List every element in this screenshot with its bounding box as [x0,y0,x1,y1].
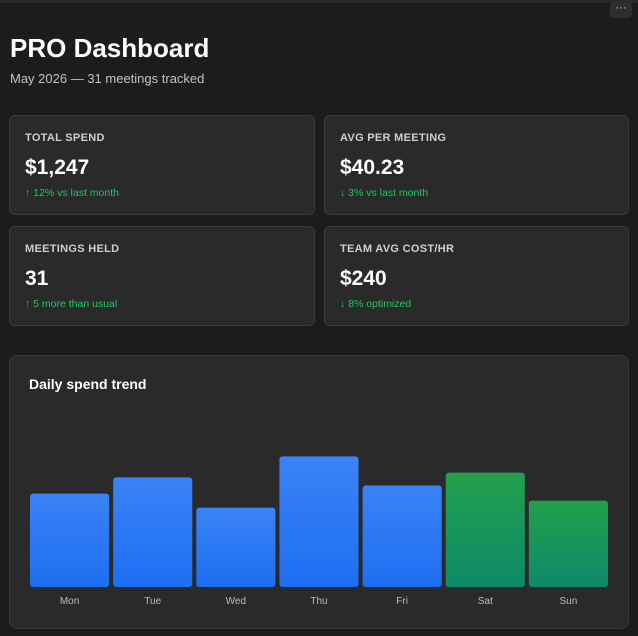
more-options-button[interactable]: ··· [610,2,632,18]
stat-value: 31 [25,267,49,290]
stat-card-avg-per-meeting: AVG PER MEETING $40.23 ↓ 3% vs last mont… [324,115,629,215]
stat-label: MEETINGS HELD [25,243,120,255]
stat-card-total-spend: TOTAL SPEND $1,247 ↑ 12% vs last month [9,115,315,215]
x-tick-label-mon: Mon [60,596,79,607]
x-tick-label-tue: Tue [144,596,161,607]
stat-card-team-avg-cost: TEAM AVG COST/HR $240 ↓ 8% optimized [324,226,629,326]
x-tick-label-fri: Fri [396,596,408,607]
stat-delta: ↓ 3% vs last month [340,187,429,199]
x-tick-label-sat: Sat [478,596,493,607]
stat-label: AVG PER MEETING [340,132,447,144]
bar-tue [113,477,193,587]
bar-wed [196,507,276,587]
bar-mon [30,493,110,587]
daily-spend-chart-card: Daily spend trend Mon Tue Wed Thu Fri Sat Sun [9,355,629,629]
stat-delta: ↑ 5 more than usual [25,298,118,310]
chart-title: Daily spend trend [29,376,147,392]
stat-label: TEAM AVG COST/HR [340,243,455,255]
stat-value: $40.23 [340,156,405,179]
bar-sat [445,472,525,587]
x-tick-label-wed: Wed [226,596,246,607]
stat-value: $1,247 [25,156,90,179]
x-tick-label-thu: Thu [310,596,327,607]
stat-card-meetings-held: MEETINGS HELD 31 ↑ 5 more than usual [9,226,315,326]
more-horizontal-icon: ··· [615,2,627,14]
page-subtitle: May 2026 — 31 meetings tracked [10,71,205,86]
x-tick-label-sun: Sun [560,596,578,607]
bar-thu [279,456,359,587]
bar-sun [528,500,608,587]
stat-value: $240 [340,267,387,290]
stat-delta: ↑ 12% vs last month [25,187,119,199]
top-border [0,0,638,3]
daily-spend-bar-chart: Mon Tue Wed Thu Fri Sat Sun [30,456,608,607]
stat-label: TOTAL SPEND [25,132,105,144]
stat-delta: ↓ 8% optimized [340,298,412,310]
bar-fri [362,485,442,587]
page-title: PRO Dashboard [10,33,210,63]
